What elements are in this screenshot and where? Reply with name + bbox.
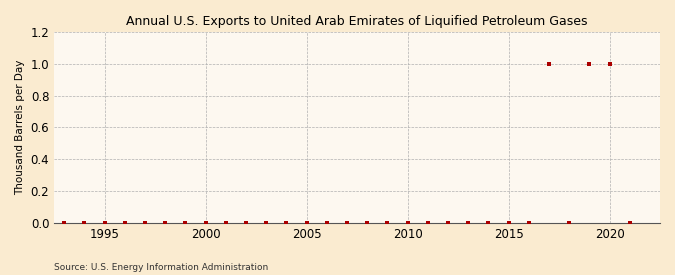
Point	[281, 221, 292, 225]
Point	[564, 221, 574, 225]
Point	[463, 221, 474, 225]
Point	[221, 221, 232, 225]
Point	[180, 221, 191, 225]
Point	[301, 221, 312, 225]
Point	[160, 221, 171, 225]
Point	[240, 221, 251, 225]
Point	[624, 221, 635, 225]
Point	[483, 221, 493, 225]
Point	[543, 62, 554, 66]
Point	[423, 221, 433, 225]
Point	[523, 221, 534, 225]
Point	[443, 221, 454, 225]
Point	[402, 221, 413, 225]
Point	[200, 221, 211, 225]
Text: Source: U.S. Energy Information Administration: Source: U.S. Energy Information Administ…	[54, 263, 268, 272]
Point	[362, 221, 373, 225]
Point	[503, 221, 514, 225]
Title: Annual U.S. Exports to United Arab Emirates of Liquified Petroleum Gases: Annual U.S. Exports to United Arab Emira…	[126, 15, 588, 28]
Point	[382, 221, 393, 225]
Y-axis label: Thousand Barrels per Day: Thousand Barrels per Day	[15, 60, 25, 195]
Point	[59, 221, 70, 225]
Point	[261, 221, 271, 225]
Point	[584, 62, 595, 66]
Point	[140, 221, 151, 225]
Point	[604, 62, 615, 66]
Point	[321, 221, 332, 225]
Point	[79, 221, 90, 225]
Point	[342, 221, 352, 225]
Point	[119, 221, 130, 225]
Point	[99, 221, 110, 225]
